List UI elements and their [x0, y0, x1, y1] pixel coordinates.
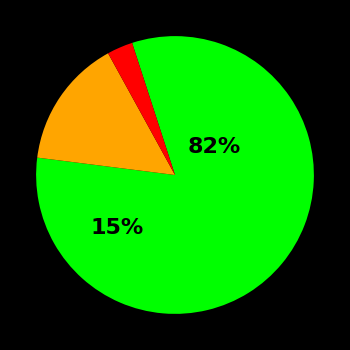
Text: 15%: 15% — [90, 218, 143, 238]
Wedge shape — [36, 36, 314, 314]
Text: 82%: 82% — [187, 137, 240, 157]
Wedge shape — [108, 43, 175, 175]
Wedge shape — [37, 53, 175, 175]
